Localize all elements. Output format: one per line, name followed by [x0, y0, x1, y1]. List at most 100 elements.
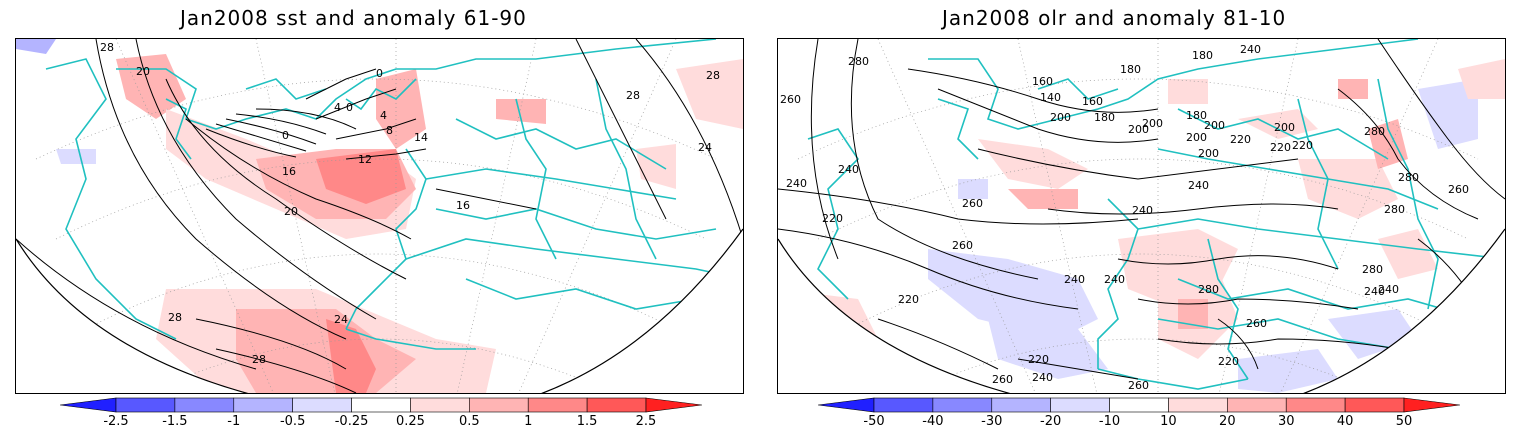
- svg-text:24: 24: [334, 313, 348, 326]
- svg-text:4: 4: [334, 101, 341, 114]
- svg-text:220: 220: [1270, 141, 1291, 154]
- svg-text:0: 0: [376, 67, 383, 80]
- svg-text:220: 220: [822, 212, 843, 225]
- sst-colorbar-label: -1: [227, 414, 241, 429]
- svg-text:280: 280: [1364, 125, 1385, 138]
- svg-text:200: 200: [1050, 111, 1071, 124]
- olr-colorbar-segment: [818, 397, 875, 413]
- svg-text:28: 28: [252, 353, 266, 366]
- olr-map-boundary: [778, 228, 1505, 393]
- svg-text:280: 280: [848, 55, 869, 68]
- svg-text:240: 240: [1104, 273, 1125, 286]
- sst-colorbar-segment: [527, 397, 588, 413]
- svg-text:20: 20: [284, 205, 298, 218]
- svg-text:280: 280: [1384, 203, 1405, 216]
- svg-text:260: 260: [1246, 317, 1267, 330]
- svg-text:240: 240: [786, 177, 807, 190]
- svg-text:8: 8: [386, 124, 393, 137]
- sst-colorbar-segment: [586, 397, 647, 413]
- sst-colorbar-label: -1.5: [162, 414, 188, 429]
- svg-text:240: 240: [838, 163, 859, 176]
- sst-colorbar-label: -0.25: [334, 414, 369, 429]
- olr-map: 260 280 160 180 180 240 140 160 200 180 …: [778, 39, 1505, 393]
- svg-text:0: 0: [346, 101, 353, 114]
- svg-text:200: 200: [1274, 121, 1295, 134]
- svg-text:4: 4: [380, 109, 387, 122]
- olr-colorbar-segment: [1168, 397, 1228, 413]
- svg-text:12: 12: [358, 153, 372, 166]
- sst-colorbar-label: 1: [524, 414, 533, 429]
- olr-colorbar: [818, 397, 1460, 413]
- sst-colorbar: [60, 397, 702, 413]
- sst-coastlines: [45, 39, 743, 350]
- olr-colorbar-segment: [1285, 397, 1346, 413]
- sst-colorbar-label: 0.25: [395, 414, 425, 429]
- sst-colorbar-segment: [60, 397, 117, 413]
- sst-colorbar-label: 0.5: [458, 414, 480, 429]
- olr-colorbar-label: -10: [1098, 414, 1121, 429]
- sst-colorbar-label: -0.5: [279, 414, 306, 429]
- svg-text:0: 0: [282, 129, 289, 142]
- olr-map-panel: 260 280 160 180 180 240 140 160 200 180 …: [777, 38, 1506, 394]
- olr-colorbar-segment: [873, 397, 934, 413]
- svg-text:280: 280: [1362, 263, 1383, 276]
- olr-colorbar-segment: [1050, 397, 1110, 413]
- left-map-title: Jan2008 sst and anomaly 61-90: [180, 6, 527, 30]
- svg-text:260: 260: [1128, 379, 1149, 392]
- svg-text:240: 240: [1132, 204, 1153, 217]
- svg-text:240: 240: [1064, 273, 1085, 286]
- sst-map-panel: 28 20 0 4 0 4 8 14 0 12 16 20 16 24 28 2…: [15, 38, 744, 394]
- olr-colorbar-segment: [1227, 397, 1287, 413]
- olr-colorbar-segment: [991, 397, 1051, 413]
- olr-colorbar-segment: [1109, 397, 1169, 413]
- svg-text:28: 28: [100, 41, 114, 54]
- svg-text:240: 240: [1364, 285, 1385, 298]
- olr-colorbar-label: 20: [1219, 414, 1236, 429]
- svg-text:260: 260: [992, 373, 1013, 386]
- svg-text:240: 240: [1032, 371, 1053, 384]
- svg-text:280: 280: [1198, 283, 1219, 296]
- svg-text:200: 200: [1204, 119, 1225, 132]
- olr-colorbar-label: 50: [1395, 414, 1413, 429]
- sst-colorbar-segment: [410, 397, 470, 413]
- olr-colorbar-segment: [1344, 397, 1405, 413]
- svg-text:240: 240: [1240, 43, 1261, 56]
- olr-colorbar-label: -50: [863, 414, 885, 429]
- svg-text:16: 16: [456, 199, 470, 212]
- svg-text:180: 180: [1094, 111, 1115, 124]
- svg-text:260: 260: [780, 93, 801, 106]
- svg-text:180: 180: [1120, 63, 1141, 76]
- sst-colorbar-segment: [469, 397, 529, 413]
- svg-text:220: 220: [1230, 133, 1251, 146]
- svg-text:220: 220: [1292, 139, 1313, 152]
- olr-colorbar-label: 30: [1277, 414, 1295, 429]
- svg-text:180: 180: [1186, 109, 1207, 122]
- olr-colorbar-label: 10: [1160, 414, 1177, 429]
- sst-colorbar-segment: [174, 397, 235, 413]
- sst-colorbar-segment: [292, 397, 352, 413]
- svg-text:220: 220: [1028, 353, 1049, 366]
- svg-text:160: 160: [1082, 95, 1103, 108]
- svg-text:140: 140: [1040, 91, 1061, 104]
- olr-contour-labels: 260 280 160 180 180 240 140 160 200 180 …: [780, 43, 1469, 392]
- sst-colorbar-label: -2.5: [103, 414, 129, 429]
- svg-text:260: 260: [952, 239, 973, 252]
- svg-text:240: 240: [1378, 283, 1399, 296]
- sst-map-boundary: [16, 228, 743, 393]
- sst-contours: [16, 39, 743, 393]
- olr-colorbar-segment: [1403, 397, 1460, 413]
- sst-colorbar-segment: [233, 397, 293, 413]
- right-map-title: Jan2008 olr and anomaly 81-10: [942, 6, 1287, 30]
- sst-colorbar-segment: [645, 397, 702, 413]
- olr-colorbar-label: -20: [1040, 414, 1062, 429]
- svg-text:200: 200: [1186, 131, 1207, 144]
- svg-text:220: 220: [1218, 355, 1239, 368]
- olr-colorbar-label: -30: [981, 414, 1003, 429]
- svg-text:24: 24: [698, 141, 712, 154]
- svg-text:240: 240: [1188, 179, 1209, 192]
- svg-text:200: 200: [1128, 123, 1149, 136]
- svg-text:28: 28: [706, 69, 720, 82]
- svg-text:16: 16: [282, 165, 296, 178]
- sst-contour-labels: 28 20 0 4 0 4 8 14 0 12 16 20 16 24 28 2…: [100, 41, 720, 366]
- svg-text:180: 180: [1192, 49, 1213, 62]
